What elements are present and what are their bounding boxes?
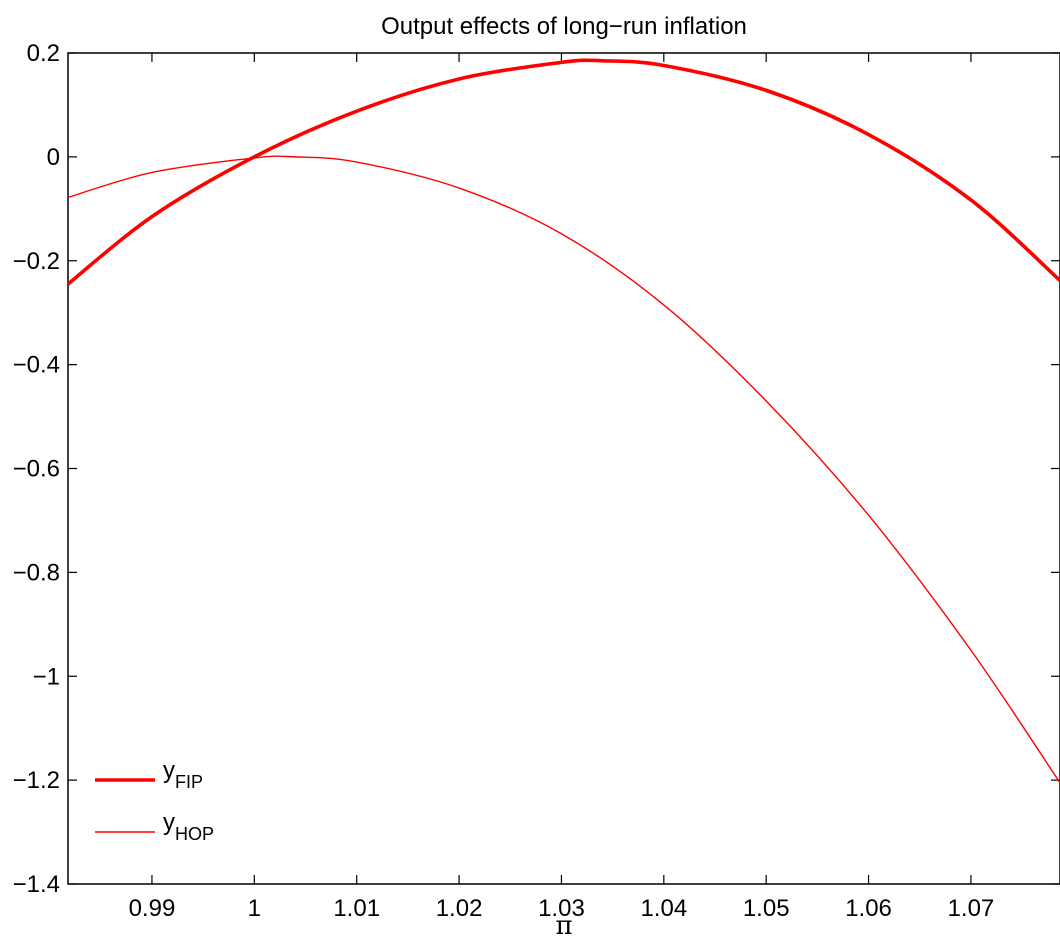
y-tick-label: −0.6 bbox=[13, 456, 60, 483]
x-tick-label: 1.03 bbox=[538, 895, 585, 922]
x-tick-label: 1.01 bbox=[333, 895, 380, 922]
legend-label-fip: yFIP bbox=[163, 757, 203, 792]
x-tick-label: 1.04 bbox=[640, 895, 687, 922]
y-tick-label: −1.2 bbox=[13, 767, 60, 794]
series-line-fip bbox=[68, 58, 1060, 286]
plot-area bbox=[67, 52, 1060, 885]
x-tick-label: 1.05 bbox=[743, 895, 790, 922]
series-line-hop bbox=[68, 155, 1060, 784]
legend-label-hop: yHOP bbox=[163, 809, 214, 844]
y-tick-label: 0 bbox=[47, 144, 60, 171]
y-tick-label: −1.4 bbox=[13, 871, 60, 898]
y-tick-label: 0.2 bbox=[27, 40, 60, 67]
plot-frame bbox=[67, 52, 1060, 885]
x-tick-label: 1.07 bbox=[948, 895, 995, 922]
series-lines bbox=[68, 58, 1060, 784]
y-tick-label: −1 bbox=[33, 663, 60, 690]
y-tick-label: −0.8 bbox=[13, 559, 60, 586]
y-axis: 0.2 0 −0.2 −0.4 −0.6 −0.8 −1 −1.2 −1.4 bbox=[13, 40, 1060, 898]
chart-title: Output effects of long−run inflation bbox=[381, 13, 747, 40]
y-tick-label: −0.2 bbox=[13, 248, 60, 275]
x-axis: 0.99 1 1.01 1.02 1.03 1.04 1.05 1.06 1.07 bbox=[129, 53, 995, 922]
legend: yFIP yHOP bbox=[95, 757, 214, 844]
y-tick-label: −0.4 bbox=[13, 352, 60, 379]
x-axis-label: π bbox=[555, 911, 572, 941]
x-tick-label: 1.02 bbox=[436, 895, 483, 922]
x-tick-label: 0.99 bbox=[129, 895, 176, 922]
x-tick-label: 1.06 bbox=[845, 895, 892, 922]
x-tick-label: 1 bbox=[248, 895, 261, 922]
